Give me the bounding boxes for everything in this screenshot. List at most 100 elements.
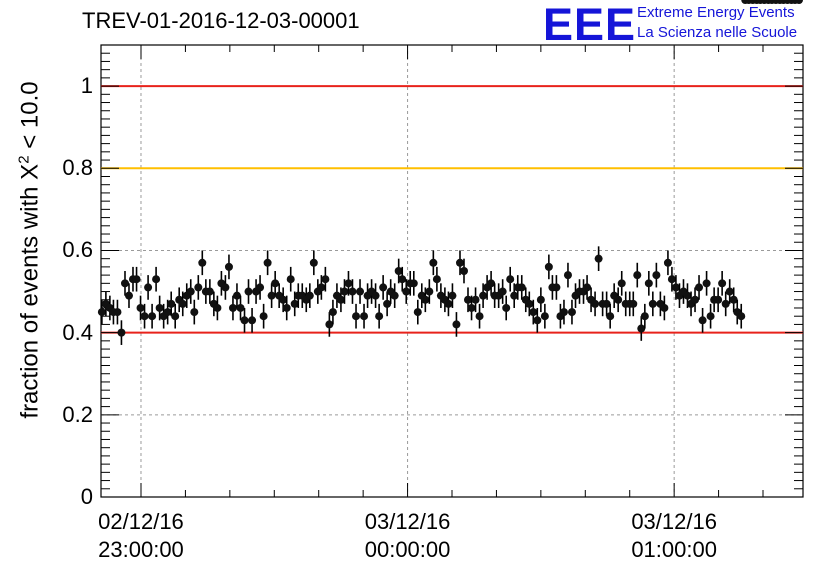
data-point [321,275,330,284]
data-point [698,316,707,325]
chart-title: TREV-01-2016-12-03-00001 [82,8,360,33]
data-point [213,303,222,312]
data-point [432,275,441,284]
data-point [240,316,249,325]
data-point [140,312,149,321]
data-point [644,279,653,288]
data-point [132,275,141,284]
data-point [629,299,638,308]
data-point [663,258,672,267]
y-tick-label: 1 [80,73,93,99]
data-point [256,283,265,292]
data-point [714,295,723,304]
data-point [559,308,568,317]
data-point [544,262,553,271]
data-point [452,320,461,329]
data-point [186,287,195,296]
data-point [444,299,453,308]
data-point [379,283,388,292]
data-point [729,295,738,304]
data-point [136,303,145,312]
data-point [248,316,257,325]
data-point [795,0,804,4]
data-point [648,299,657,308]
data-point [124,291,133,300]
logo-line2: La Scienza nelle Scuole [637,24,798,41]
data-point [536,295,545,304]
data-point [325,320,334,329]
x-tick-label: 02/12/16 23:00:00 [71,508,211,564]
data-point [552,283,561,292]
data-point [190,308,199,317]
data-point [167,299,176,308]
data-point [695,283,704,292]
y-tick-label: 0.6 [62,237,93,263]
data-point [352,312,361,321]
x-tick-time: 00:00:00 [364,537,451,562]
data-point [152,275,161,284]
data-point [198,258,207,267]
y-tick-label: 0 [80,484,93,509]
data-point [471,295,480,304]
data-point [583,283,592,292]
data-point [691,295,700,304]
data-point [402,287,411,296]
data-point [286,275,295,284]
data-point [506,275,515,284]
data-point [344,279,353,288]
y-tick-label: 0.8 [62,155,93,181]
data-point [671,283,680,292]
data-point [617,279,626,288]
data-point [117,328,126,337]
data-point [383,299,392,308]
data-point [737,312,746,321]
data-point [375,312,384,321]
logo-line1: Extreme Energy Events [637,4,795,21]
data-point [398,275,407,284]
data-point [348,287,357,296]
data-point [467,303,476,312]
data-point [305,291,314,300]
data-point [702,279,711,288]
data-point [425,287,434,296]
data-point [502,303,511,312]
data-point [394,267,403,275]
data-point [637,324,646,333]
data-point [725,287,734,296]
data-point [97,308,106,317]
data-point [498,287,507,296]
data-point [290,299,299,308]
data-point [413,308,422,317]
data-point [244,287,253,296]
x-tick-label: 03/12/16 01:00:00 [604,508,744,564]
data-point [721,299,730,308]
data-point [667,275,676,284]
data-point [533,316,542,325]
data-point [328,308,337,317]
data-point [718,279,727,288]
y-tick-label: 0.4 [62,319,93,345]
y-tick-label: 0.2 [62,401,93,427]
data-point [614,295,623,304]
data-point [163,308,172,317]
data-point [194,283,203,292]
data-point [429,258,438,267]
data-point [448,291,457,300]
data-point [155,303,164,312]
data-point [205,287,214,296]
data-point [683,291,692,300]
data-point [271,279,280,288]
data-point [594,254,603,263]
data-point [479,291,488,300]
data-point [309,258,318,267]
x-tick-date: 03/12/16 [364,509,451,534]
data-point [113,308,122,317]
data-point [317,283,326,292]
data-point [228,303,237,312]
data-point [529,308,538,317]
x-tick-date: 02/12/16 [98,509,184,534]
data-point [421,295,430,304]
data-point [144,283,153,292]
x-tick-label: 03/12/16 00:00:00 [338,508,478,564]
